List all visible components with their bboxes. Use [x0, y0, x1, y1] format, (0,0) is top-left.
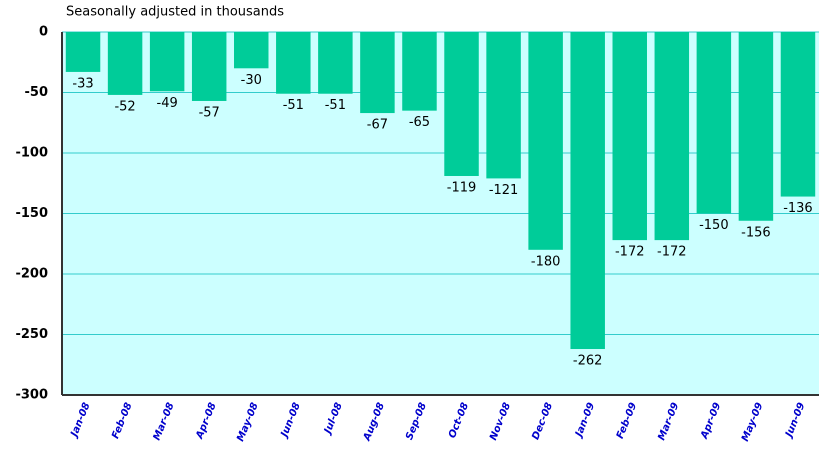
x-tick-label: Apr-08: [194, 401, 219, 441]
data-label: -49: [157, 96, 178, 111]
data-label: -150: [699, 218, 729, 233]
x-tick-label: Sep-08: [404, 401, 429, 442]
x-tick-label: May-09: [740, 401, 766, 443]
data-label: -51: [325, 98, 346, 113]
bar: [738, 32, 774, 221]
x-tick-label: Jun-08: [278, 401, 302, 440]
x-tick-label: Dec-08: [530, 401, 555, 441]
bar: [65, 32, 101, 72]
bar: [612, 32, 647, 241]
data-label: -262: [573, 354, 603, 369]
bar: [528, 32, 563, 250]
bar: [444, 32, 479, 176]
data-label: -121: [489, 183, 519, 198]
x-tick-label: Jun-09: [783, 401, 807, 440]
data-label: -65: [409, 115, 430, 130]
data-label: -33: [72, 76, 93, 91]
data-label: -51: [283, 98, 304, 113]
bar: [276, 32, 311, 94]
x-tick-label: Mar-08: [152, 401, 177, 442]
x-tick-label: Jan-09: [573, 401, 597, 440]
x-tick-label: Mar-09: [656, 401, 681, 442]
data-label: -172: [615, 245, 645, 260]
x-tick-label: Jul-08: [322, 401, 345, 437]
data-label: -30: [241, 73, 262, 88]
y-tick-label: -100: [15, 146, 48, 161]
data-label: -67: [367, 118, 388, 133]
x-tick-label: Oct-08: [447, 401, 471, 440]
bar: [570, 32, 605, 350]
data-label: -119: [447, 180, 477, 195]
bar: [234, 32, 269, 69]
y-tick-label: 0: [39, 25, 48, 40]
bar: [191, 32, 227, 101]
chart-subtitle: Seasonally adjusted in thousands: [66, 5, 284, 20]
x-tick-label: Feb-08: [110, 401, 134, 440]
data-label: -172: [657, 245, 687, 260]
bar: [318, 32, 353, 94]
bar: [107, 32, 143, 95]
data-label: -52: [114, 99, 135, 114]
data-label: -156: [741, 225, 771, 240]
data-label: -136: [783, 201, 813, 216]
y-tick-label: -250: [15, 327, 48, 342]
y-tick-label: -50: [25, 85, 49, 100]
bar: [360, 32, 395, 114]
bar: [696, 32, 732, 214]
x-tick-label: Aug-08: [361, 401, 387, 443]
x-tick-label: Nov-08: [488, 401, 513, 442]
y-tick-label: -200: [15, 267, 48, 282]
data-label: -57: [199, 105, 220, 120]
y-tick-label: -300: [15, 388, 48, 403]
bar: [402, 32, 437, 111]
bar: [149, 32, 185, 92]
x-tick-label: May-08: [235, 401, 261, 443]
x-tick-label: Apr-09: [699, 401, 724, 441]
y-tick-label: -150: [15, 206, 48, 221]
bar: [486, 32, 521, 179]
x-tick-label: Feb-09: [615, 401, 639, 440]
data-label: -180: [531, 254, 561, 269]
bar: [780, 32, 816, 197]
bar: [654, 32, 690, 241]
x-tick-label: Jan-08: [68, 401, 92, 440]
